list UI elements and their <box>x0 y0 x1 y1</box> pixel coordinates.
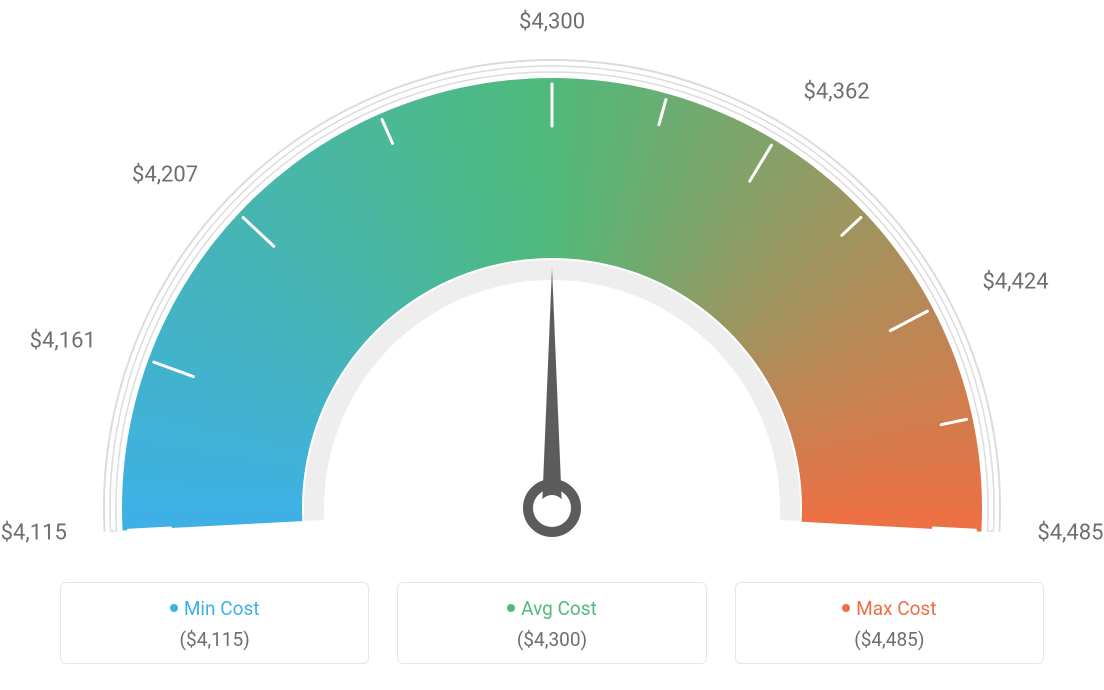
legend-row: Min Cost ($4,115) Avg Cost ($4,300) Max … <box>60 582 1044 664</box>
gauge-area: $4,115 $4,161 $4,207 $4,300 $4,362 $4,424 $4,4… <box>0 0 1104 560</box>
legend-title-max: Max Cost <box>746 597 1033 620</box>
gauge-svg <box>0 0 1104 560</box>
gauge-tick-label: $4,207 <box>132 163 198 188</box>
legend-card-min: Min Cost ($4,115) <box>60 582 369 664</box>
gauge-tick-label: $4,300 <box>519 10 585 35</box>
gauge-tick-label: $4,424 <box>982 270 1048 295</box>
cost-gauge-chart: { "gauge": { "type": "gauge", "min_value… <box>0 0 1104 690</box>
gauge-tick-label: $4,485 <box>1037 521 1103 546</box>
legend-card-max: Max Cost ($4,485) <box>735 582 1044 664</box>
legend-dot-avg <box>507 604 515 612</box>
legend-label-avg: Avg Cost <box>521 597 597 620</box>
gauge-tick-label: $4,115 <box>1 521 67 546</box>
legend-dot-min <box>170 604 178 612</box>
legend-dot-max <box>842 604 850 612</box>
legend-label-min: Min Cost <box>184 597 260 620</box>
legend-value-avg: ($4,300) <box>408 628 695 651</box>
legend-title-avg: Avg Cost <box>408 597 695 620</box>
legend-value-max: ($4,485) <box>746 628 1033 651</box>
gauge-tick-label: $4,362 <box>804 80 870 105</box>
legend-label-max: Max Cost <box>856 597 936 620</box>
legend-card-avg: Avg Cost ($4,300) <box>397 582 706 664</box>
legend-title-min: Min Cost <box>71 597 358 620</box>
gauge-tick-label: $4,161 <box>30 328 96 353</box>
legend-value-min: ($4,115) <box>71 628 358 651</box>
